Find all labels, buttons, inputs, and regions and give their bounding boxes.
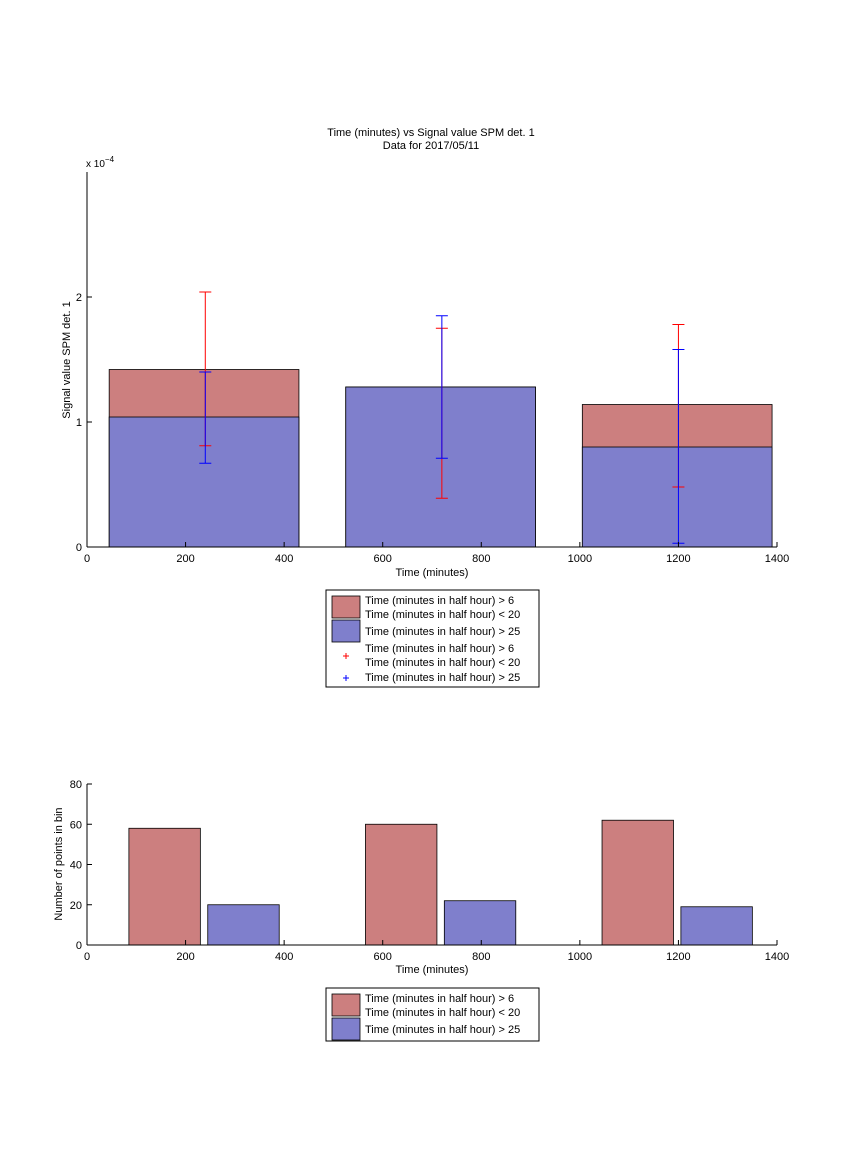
x-tick-label: 1200 <box>666 951 690 963</box>
y-tick-label: 60 <box>70 819 82 831</box>
axes: 0 200 400 600 800 1000 1200 1400 0 20 40 60 80 <box>70 779 789 963</box>
x-tick-label: 600 <box>374 951 392 963</box>
legend-swatch <box>331 619 361 643</box>
legend-swatch <box>331 595 361 619</box>
legend-label: Time (minutes in half hour) < 20 <box>365 1007 520 1019</box>
x-tick-label: 800 <box>472 553 490 565</box>
y-exponent-power: −4 <box>105 155 115 164</box>
legend-box <box>325 987 540 1042</box>
x-tick-label: 1400 <box>765 951 789 963</box>
legend-label: Time (minutes in half hour) > 25 <box>365 672 520 684</box>
bar <box>345 386 536 548</box>
legend-label: Time (minutes in half hour) < 20 <box>365 657 520 669</box>
x-axis-label: Time (minutes) <box>396 964 469 976</box>
y-tick-label: 0 <box>76 940 82 952</box>
count-chart: 0 200 400 600 800 1000 1200 1400 0 20 40 60 80 Time … <box>53 779 789 1042</box>
y-tick-label: 20 <box>70 900 82 912</box>
x-axis-label: Time (minutes) <box>396 567 469 579</box>
errorbars-group <box>199 291 685 544</box>
legend: Time (minutes in half hour) > 6 Time (min… <box>325 589 540 688</box>
y-tick-label: 0 <box>76 542 82 554</box>
y-axis-label: Signal value SPM det. 1 <box>61 301 73 418</box>
legend-label: Time (minutes in half hour) > 6 <box>365 643 514 655</box>
y-axis-label: Number of points in bin <box>53 807 65 920</box>
legend-label: Time (minutes in half hour) > 6 <box>365 595 514 607</box>
legend-swatch <box>331 1017 361 1041</box>
legend-label: Time (minutes in half hour) < 20 <box>365 609 520 621</box>
bar <box>128 827 201 946</box>
x-tick-label: 400 <box>275 951 293 963</box>
bar <box>680 906 753 946</box>
bars-group <box>108 369 773 548</box>
legend-label: Time (minutes in half hour) > 6 <box>365 993 514 1005</box>
bar <box>108 416 300 548</box>
legend: Time (minutes in half hour) > 6 Time (min… <box>325 987 540 1042</box>
y-exponent-label: x 10−4 <box>86 155 115 170</box>
legend-label: Time (minutes in half hour) > 25 <box>365 1024 520 1036</box>
x-tick-label: 400 <box>275 553 293 565</box>
bar <box>443 900 517 946</box>
x-tick-label: 0 <box>84 951 90 963</box>
bar <box>581 446 773 548</box>
x-tick-label: 200 <box>176 951 194 963</box>
y-tick-label: 2 <box>76 292 82 304</box>
bar <box>601 819 674 946</box>
signal-chart: Time (minutes) vs Signal value SPM det. … <box>61 127 789 688</box>
x-tick-label: 0 <box>84 553 90 565</box>
x-tick-label: 1000 <box>568 553 592 565</box>
bar <box>365 823 438 946</box>
x-tick-label: 200 <box>176 553 194 565</box>
x-tick-label: 1200 <box>666 553 690 565</box>
bars-group <box>128 819 753 946</box>
x-tick-label: 600 <box>374 553 392 565</box>
y-tick-label: 80 <box>70 779 82 791</box>
chart-subtitle: Data for 2017/05/11 <box>383 140 479 152</box>
x-tick-label: 1400 <box>765 553 789 565</box>
legend-swatch <box>331 993 361 1017</box>
y-tick-label: 1 <box>76 417 82 429</box>
chart-title: Time (minutes) vs Signal value SPM det. … <box>327 127 534 139</box>
y-tick-label: 40 <box>70 860 82 872</box>
x-tick-label: 1000 <box>568 951 592 963</box>
legend-label: Time (minutes in half hour) > 25 <box>365 626 520 638</box>
y-exponent-base: x 10 <box>86 159 105 170</box>
x-tick-label: 800 <box>472 951 490 963</box>
bar <box>207 904 280 946</box>
legend-box <box>325 589 540 688</box>
axes: 0 200 400 600 800 1000 1200 1400 0 1 2 <box>76 172 789 565</box>
